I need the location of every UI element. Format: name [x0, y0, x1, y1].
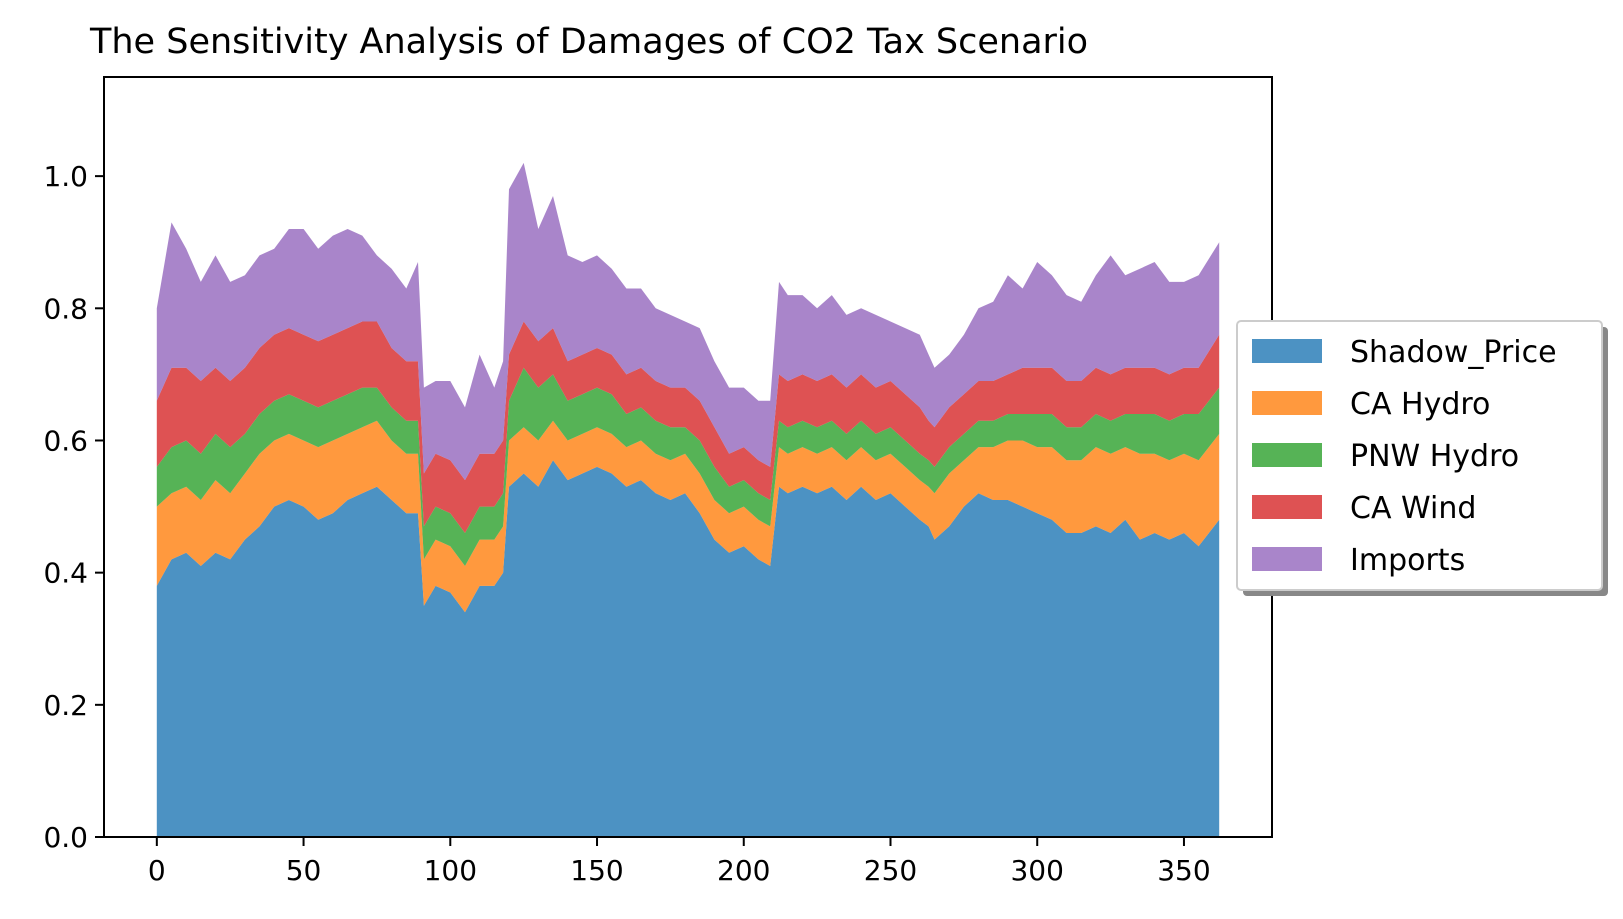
y-tick-label: 1.0	[43, 160, 88, 193]
legend-swatch	[1252, 339, 1322, 363]
legend-swatch	[1252, 495, 1322, 519]
x-tick-label: 150	[570, 854, 623, 887]
x-tick-label: 100	[424, 854, 477, 887]
legend-swatch	[1252, 547, 1322, 571]
legend-label: CA Hydro	[1350, 387, 1490, 422]
x-tick-label: 300	[1010, 854, 1063, 887]
chart-title: The Sensitivity Analysis of Damages of C…	[89, 22, 1088, 62]
y-axis: 0.0 0.2 0.4 0.6 0.8 1.0	[43, 160, 104, 854]
legend-label: Shadow_Price	[1350, 335, 1557, 370]
y-tick-label: 0.8	[43, 292, 88, 325]
area-ca-hydro	[156, 420, 1220, 613]
legend-swatch	[1252, 443, 1322, 467]
area-imports	[156, 162, 1220, 481]
area-ca-wind	[156, 321, 1220, 533]
legend-label: PNW Hydro	[1350, 439, 1519, 474]
legend-box	[1236, 320, 1603, 591]
y-tick-label: 0.0	[43, 821, 88, 854]
x-axis: 0 50 100 150 200 250 300 350	[148, 837, 1211, 887]
y-tick-label: 0.2	[43, 689, 88, 722]
x-tick-label: 0	[148, 854, 166, 887]
area-pnw-hydro	[156, 367, 1220, 566]
x-tick-label: 250	[864, 854, 917, 887]
y-tick-label: 0.4	[43, 557, 88, 590]
area-shadow-price	[156, 460, 1220, 837]
y-tick-label: 0.6	[43, 424, 88, 457]
legend-swatch	[1252, 391, 1322, 415]
x-tick-label: 350	[1157, 854, 1210, 887]
x-tick-label: 200	[717, 854, 770, 887]
x-tick-label: 50	[286, 854, 322, 887]
legend: Shadow_Price CA Hydro PNW Hydro CA Wind Impo…	[1236, 320, 1608, 596]
area-layers	[156, 162, 1220, 837]
legend-label: Imports	[1350, 543, 1465, 578]
legend-label: CA Wind	[1350, 491, 1476, 526]
